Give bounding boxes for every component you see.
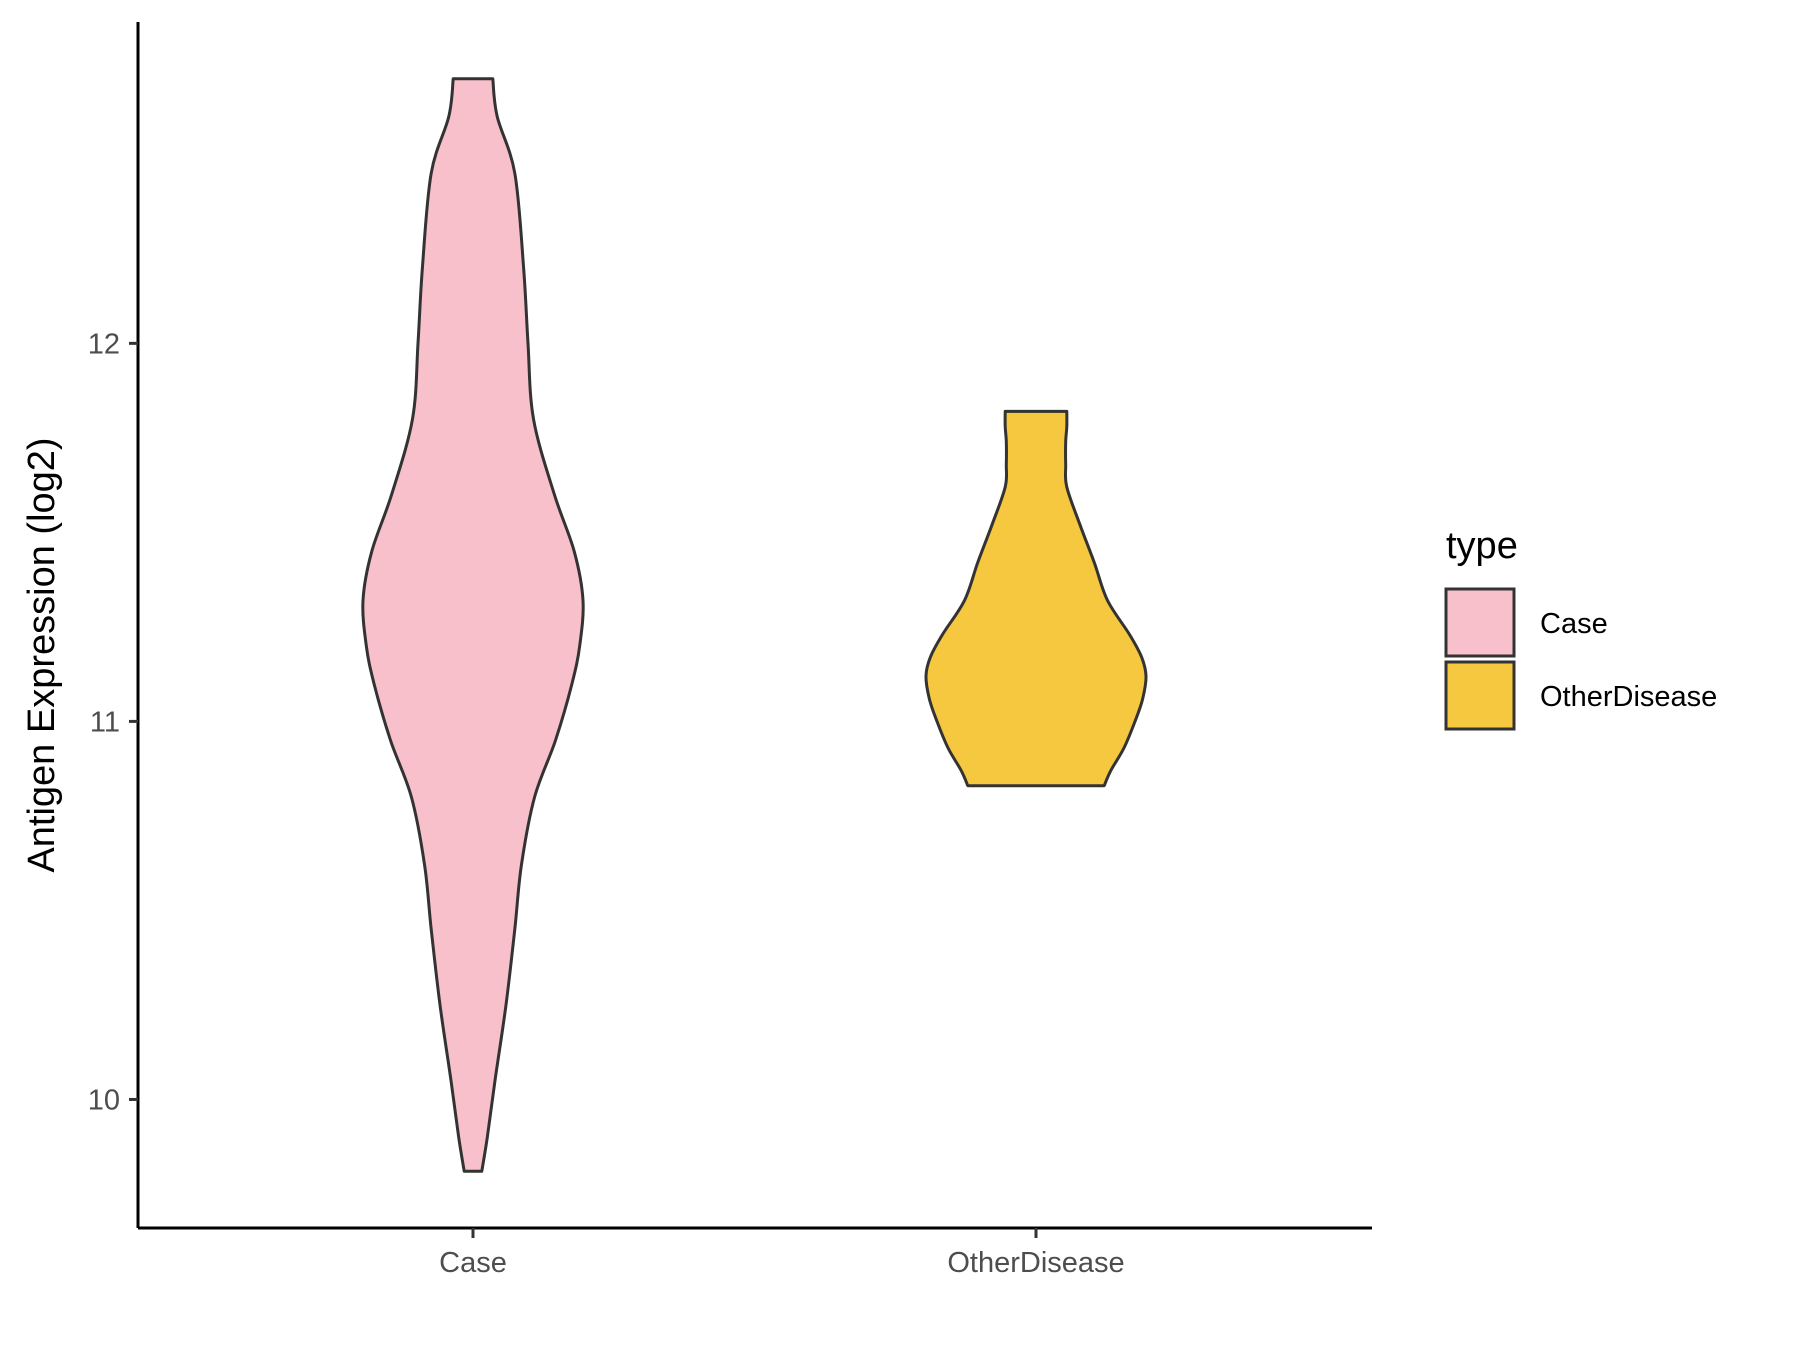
y-axis-title: Antigen Expression (log2) <box>21 437 63 872</box>
legend-label: Case <box>1540 608 1608 640</box>
legend-label: OtherDisease <box>1540 681 1717 713</box>
violin-case <box>361 77 585 1173</box>
violin-layer <box>361 77 1148 1173</box>
y-tick-label: 10 <box>88 1084 120 1116</box>
y-tick-label: 12 <box>88 328 120 360</box>
violin-otherdisease <box>924 409 1148 788</box>
axes: 10 11 12 Case OtherDisease <box>88 22 1372 1279</box>
legend-title: type <box>1446 525 1518 567</box>
y-axis-ticks: 10 11 12 <box>88 328 138 1116</box>
x-tick-label: OtherDisease <box>947 1247 1124 1279</box>
legend-key-otherdisease <box>1444 660 1516 731</box>
y-tick-label: 11 <box>90 706 120 738</box>
x-axis-ticks: Case OtherDisease <box>439 1228 1125 1279</box>
legend-items: Case OtherDisease <box>1444 587 1717 731</box>
legend: type Case OtherDisease <box>1444 525 1717 731</box>
x-tick-label: Case <box>439 1247 507 1279</box>
legend-key-case <box>1444 587 1516 658</box>
